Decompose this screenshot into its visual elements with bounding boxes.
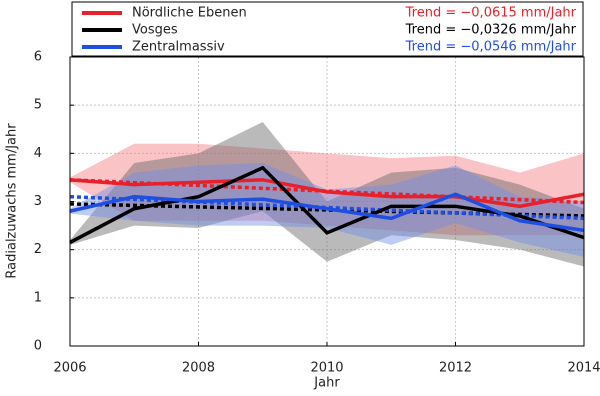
y-tick-label: 4 (34, 146, 42, 161)
trend-line (69, 194, 585, 221)
y-tick-label: 5 (34, 98, 42, 113)
y-tick-label: 1 (34, 290, 42, 305)
x-tick-label: 2012 (439, 361, 472, 376)
x-tick-label: 2010 (310, 361, 343, 376)
legend-label: Vosges (132, 23, 178, 38)
y-tick-label: 2 (34, 242, 42, 257)
y-axis-label: Radialzuwachs mm/Jahr (5, 123, 20, 279)
band (70, 122, 584, 267)
data-line (69, 178, 585, 209)
y-tick-label: 0 (34, 339, 42, 354)
x-tick-label: 2006 (53, 361, 86, 376)
x-tick-label: 2008 (182, 361, 215, 376)
x-axis-label: Jahr (313, 376, 340, 391)
y-tick-label: 3 (34, 194, 42, 209)
data-line (69, 192, 585, 233)
x-tick-label: 2014 (567, 361, 600, 376)
legend-box (71, 1, 584, 57)
trend-annotation: Trend = −0,0546 mm/Jahr (405, 40, 577, 55)
trend-annotation: Trend = −0,0615 mm/Jahr (405, 6, 577, 21)
y-tick-label: 6 (34, 50, 42, 65)
legend-label: Zentralmassiv (132, 40, 225, 55)
plot-frame (69, 56, 585, 347)
legend-label: Nördliche Ebenen (132, 6, 247, 21)
trend-annotation: Trend = −0,0326 mm/Jahr (405, 23, 577, 38)
